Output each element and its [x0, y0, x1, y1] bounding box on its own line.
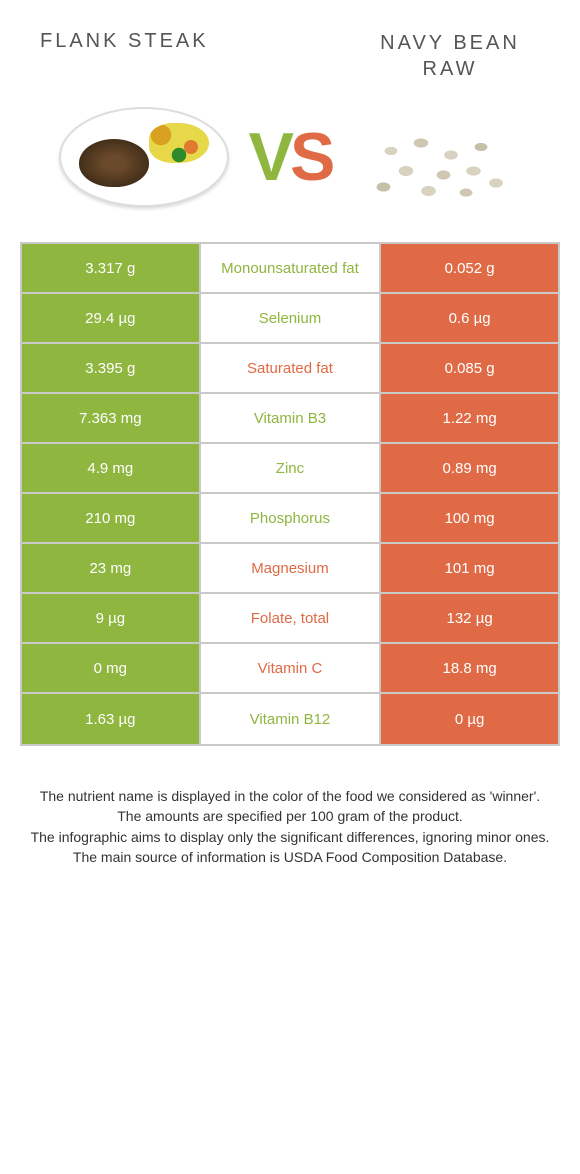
table-row: 210 mgPhosphorus100 mg	[22, 494, 558, 544]
vs-row: VS	[0, 92, 580, 242]
right-value-cell: 101 mg	[379, 544, 558, 592]
left-value-cell: 3.317 g	[22, 244, 201, 292]
header: FLANK STEAK NAVY BEAN RAW	[0, 0, 580, 92]
vs-label: VS	[249, 118, 332, 196]
nutrient-table: 3.317 gMonounsaturated fat0.052 g29.4 µg…	[20, 242, 560, 746]
right-food-image	[351, 102, 521, 212]
nutrient-name-cell: Vitamin C	[201, 644, 380, 692]
table-row: 9 µgFolate, total132 µg	[22, 594, 558, 644]
footer-line-1: The nutrient name is displayed in the co…	[28, 786, 552, 806]
table-row: 4.9 mgZinc0.89 mg	[22, 444, 558, 494]
right-value-cell: 18.8 mg	[379, 644, 558, 692]
table-row: 0 mgVitamin C18.8 mg	[22, 644, 558, 694]
right-value-cell: 0.6 µg	[379, 294, 558, 342]
nutrient-name-cell: Magnesium	[201, 544, 380, 592]
right-food-title: NAVY BEAN RAW	[350, 30, 550, 82]
table-row: 3.317 gMonounsaturated fat0.052 g	[22, 244, 558, 294]
table-row: 1.63 µgVitamin B120 µg	[22, 694, 558, 744]
footer-line-3: The infographic aims to display only the…	[28, 827, 552, 847]
left-value-cell: 3.395 g	[22, 344, 201, 392]
beans-illustration	[351, 102, 521, 212]
right-value-cell: 132 µg	[379, 594, 558, 642]
nutrient-name-cell: Selenium	[201, 294, 380, 342]
left-value-cell: 1.63 µg	[22, 694, 201, 744]
left-food-title: FLANK STEAK	[30, 30, 230, 82]
left-food-image	[59, 102, 229, 212]
nutrient-name-cell: Zinc	[201, 444, 380, 492]
left-value-cell: 210 mg	[22, 494, 201, 542]
right-value-cell: 0 µg	[379, 694, 558, 744]
left-value-cell: 29.4 µg	[22, 294, 201, 342]
footer-line-2: The amounts are specified per 100 gram o…	[28, 806, 552, 826]
table-row: 23 mgMagnesium101 mg	[22, 544, 558, 594]
left-value-cell: 4.9 mg	[22, 444, 201, 492]
table-row: 7.363 mgVitamin B31.22 mg	[22, 394, 558, 444]
left-value-cell: 23 mg	[22, 544, 201, 592]
right-value-cell: 100 mg	[379, 494, 558, 542]
nutrient-name-cell: Folate, total	[201, 594, 380, 642]
footer-line-4: The main source of information is USDA F…	[28, 847, 552, 867]
table-row: 3.395 gSaturated fat0.085 g	[22, 344, 558, 394]
left-value-cell: 9 µg	[22, 594, 201, 642]
left-value-cell: 7.363 mg	[22, 394, 201, 442]
nutrient-name-cell: Vitamin B3	[201, 394, 380, 442]
nutrient-name-cell: Saturated fat	[201, 344, 380, 392]
left-value-cell: 0 mg	[22, 644, 201, 692]
vs-v: V	[249, 118, 290, 196]
nutrient-name-cell: Vitamin B12	[201, 694, 380, 744]
steak-plate-illustration	[59, 107, 229, 207]
nutrient-name-cell: Monounsaturated fat	[201, 244, 380, 292]
vs-s: S	[290, 118, 331, 196]
footer-notes: The nutrient name is displayed in the co…	[0, 746, 580, 867]
right-value-cell: 0.052 g	[379, 244, 558, 292]
table-row: 29.4 µgSelenium0.6 µg	[22, 294, 558, 344]
right-value-cell: 1.22 mg	[379, 394, 558, 442]
right-value-cell: 0.89 mg	[379, 444, 558, 492]
right-value-cell: 0.085 g	[379, 344, 558, 392]
nutrient-name-cell: Phosphorus	[201, 494, 380, 542]
